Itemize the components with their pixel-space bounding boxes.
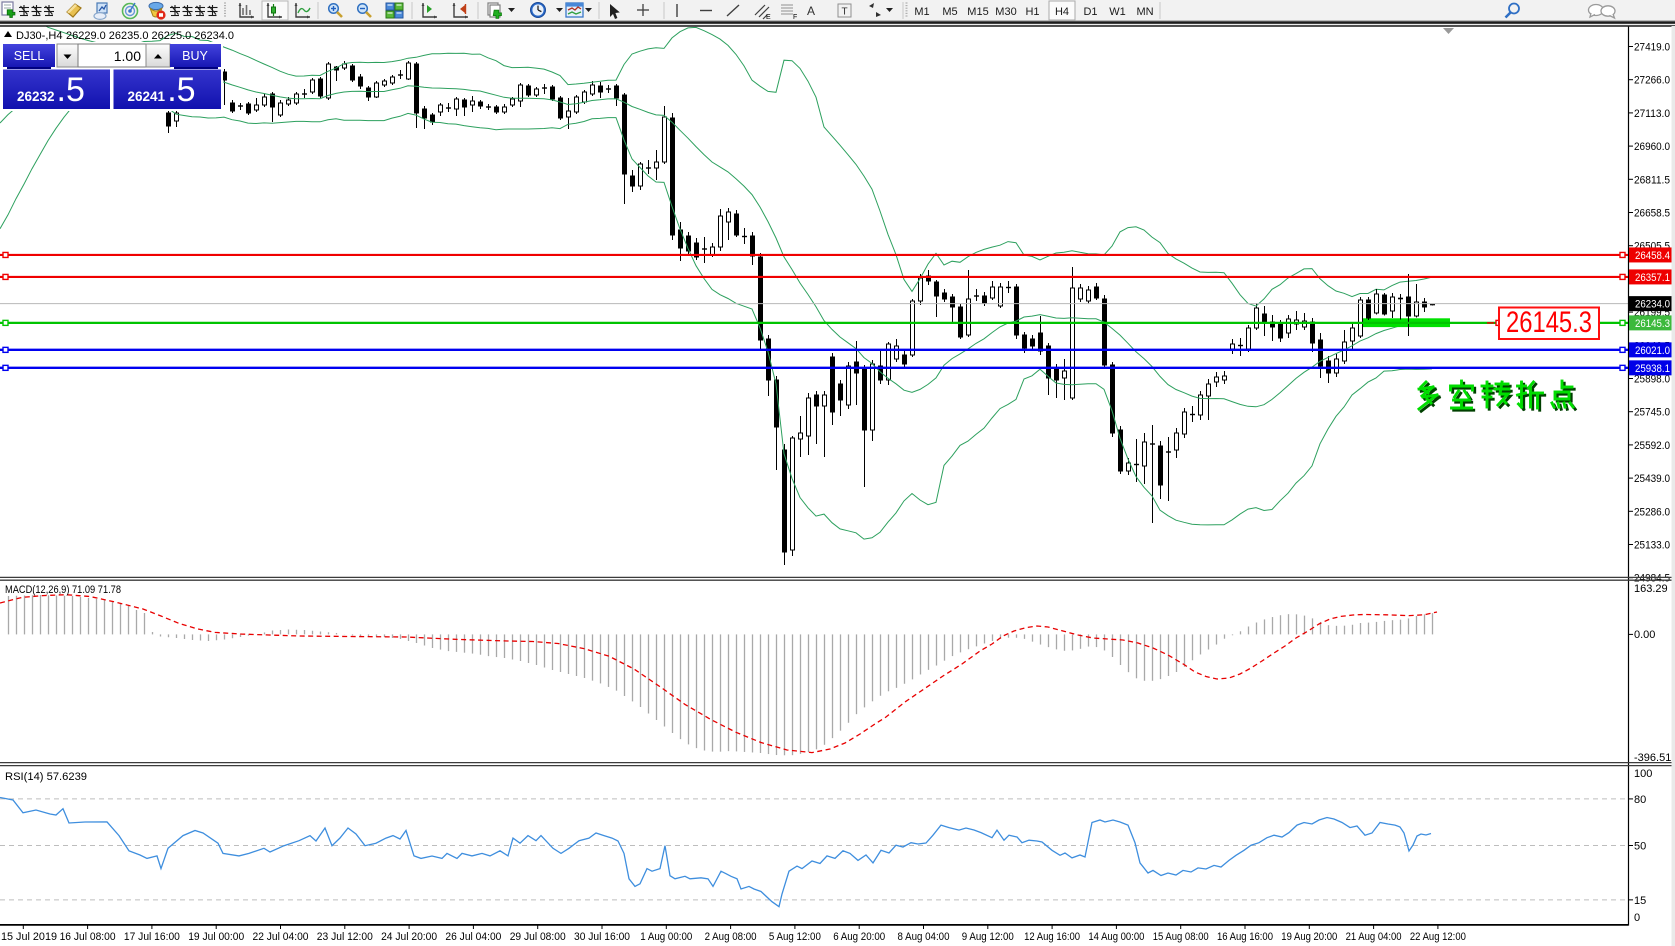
- svg-text:21 Aug 04:00: 21 Aug 04:00: [1346, 931, 1402, 943]
- svg-text:14 Aug 00:00: 14 Aug 00:00: [1088, 931, 1144, 943]
- svg-text:26960.0: 26960.0: [1634, 141, 1670, 153]
- svg-text:SELL: SELL: [14, 49, 45, 63]
- svg-text:16 Jul 08:00: 16 Jul 08:00: [60, 931, 116, 943]
- svg-text:23 Jul 12:00: 23 Jul 12:00: [317, 931, 373, 943]
- svg-text:M30: M30: [995, 6, 1016, 18]
- svg-text:H1: H1: [1025, 6, 1039, 18]
- svg-text:BUY: BUY: [182, 49, 208, 63]
- svg-text:27113.0: 27113.0: [1634, 108, 1670, 120]
- svg-text:30 Jul 16:00: 30 Jul 16:00: [574, 931, 630, 943]
- svg-text:1.00: 1.00: [114, 48, 141, 64]
- svg-text:M1: M1: [914, 6, 929, 18]
- svg-text:A: A: [807, 4, 815, 18]
- svg-text:T: T: [841, 7, 847, 18]
- svg-text:M15: M15: [967, 6, 988, 18]
- svg-text:15 Jul 2019: 15 Jul 2019: [1, 931, 57, 943]
- svg-text:.5: .5: [167, 71, 195, 109]
- svg-text:25745.0: 25745.0: [1634, 407, 1670, 419]
- svg-text:50: 50: [1634, 841, 1646, 853]
- svg-text:W1: W1: [1109, 6, 1126, 18]
- svg-text:26458.4: 26458.4: [1635, 250, 1670, 262]
- svg-text:26021.0: 26021.0: [1635, 345, 1670, 357]
- svg-text:29 Jul 08:00: 29 Jul 08:00: [510, 931, 566, 943]
- svg-text:25133.0: 25133.0: [1634, 540, 1670, 552]
- svg-text:E: E: [766, 14, 771, 21]
- svg-text:MN: MN: [1136, 6, 1153, 18]
- svg-text:DJ30-,H4: DJ30-,H4: [16, 30, 62, 42]
- svg-text:25898.0: 25898.0: [1634, 374, 1670, 386]
- svg-text:25592.0: 25592.0: [1634, 440, 1670, 452]
- svg-text:25439.0: 25439.0: [1634, 473, 1670, 485]
- svg-text:26357.1: 26357.1: [1635, 272, 1670, 284]
- svg-text:19 Jul 00:00: 19 Jul 00:00: [188, 931, 244, 943]
- svg-text:1 Aug 00:00: 1 Aug 00:00: [640, 931, 692, 943]
- svg-text:26811.5: 26811.5: [1634, 174, 1670, 186]
- svg-text:26234.0: 26234.0: [1635, 299, 1670, 311]
- svg-text:17 Jul 16:00: 17 Jul 16:00: [124, 931, 180, 943]
- svg-text:6 Aug 20:00: 6 Aug 20:00: [833, 931, 885, 943]
- svg-text:26658.5: 26658.5: [1634, 208, 1670, 220]
- svg-text:27419.0: 27419.0: [1634, 42, 1670, 54]
- svg-text:M5: M5: [942, 6, 957, 18]
- svg-text:26241: 26241: [128, 89, 166, 104]
- svg-text:15 Aug 08:00: 15 Aug 08:00: [1153, 931, 1209, 943]
- svg-text:0: 0: [1634, 912, 1640, 924]
- svg-text:9 Aug 12:00: 9 Aug 12:00: [962, 931, 1014, 943]
- svg-text:MACD(12,26,9) 71.09 71.78: MACD(12,26,9) 71.09 71.78: [5, 584, 121, 596]
- svg-text:-396.51: -396.51: [1634, 752, 1671, 764]
- svg-text:22 Aug 12:00: 22 Aug 12:00: [1410, 931, 1466, 943]
- svg-text:24 Jul 20:00: 24 Jul 20:00: [381, 931, 437, 943]
- svg-text:F: F: [793, 14, 797, 21]
- svg-text:15: 15: [1634, 895, 1646, 907]
- svg-text:24984.5: 24984.5: [1634, 573, 1670, 585]
- svg-text:163.29: 163.29: [1634, 583, 1668, 595]
- svg-text:80: 80: [1634, 794, 1646, 806]
- svg-text:16 Aug 16:00: 16 Aug 16:00: [1217, 931, 1273, 943]
- svg-text:8 Aug 04:00: 8 Aug 04:00: [898, 931, 950, 943]
- svg-text:25938.1: 25938.1: [1635, 363, 1670, 375]
- svg-text:27266.0: 27266.0: [1634, 75, 1670, 87]
- svg-text:D1: D1: [1083, 6, 1097, 18]
- svg-text:22 Jul 04:00: 22 Jul 04:00: [253, 931, 309, 943]
- svg-text:100: 100: [1634, 768, 1652, 780]
- svg-text:26 Jul 04:00: 26 Jul 04:00: [445, 931, 501, 943]
- svg-text:26145.3: 26145.3: [1506, 306, 1592, 339]
- svg-text:0.00: 0.00: [1634, 629, 1655, 641]
- svg-text:26145.3: 26145.3: [1635, 318, 1670, 330]
- svg-text:26229.0 26235.0 26225.0 26234.: 26229.0 26235.0 26225.0 26234.0: [66, 30, 234, 42]
- svg-text:H4: H4: [1055, 6, 1069, 18]
- svg-text:RSI(14) 57.6239: RSI(14) 57.6239: [5, 771, 87, 783]
- svg-text:2 Aug 08:00: 2 Aug 08:00: [705, 931, 757, 943]
- svg-text:26232: 26232: [17, 89, 55, 104]
- svg-text:25286.0: 25286.0: [1634, 506, 1670, 518]
- svg-text:12 Aug 16:00: 12 Aug 16:00: [1024, 931, 1080, 943]
- svg-text:19 Aug 20:00: 19 Aug 20:00: [1281, 931, 1337, 943]
- svg-text:.5: .5: [57, 71, 85, 109]
- svg-text:5 Aug 12:00: 5 Aug 12:00: [769, 931, 821, 943]
